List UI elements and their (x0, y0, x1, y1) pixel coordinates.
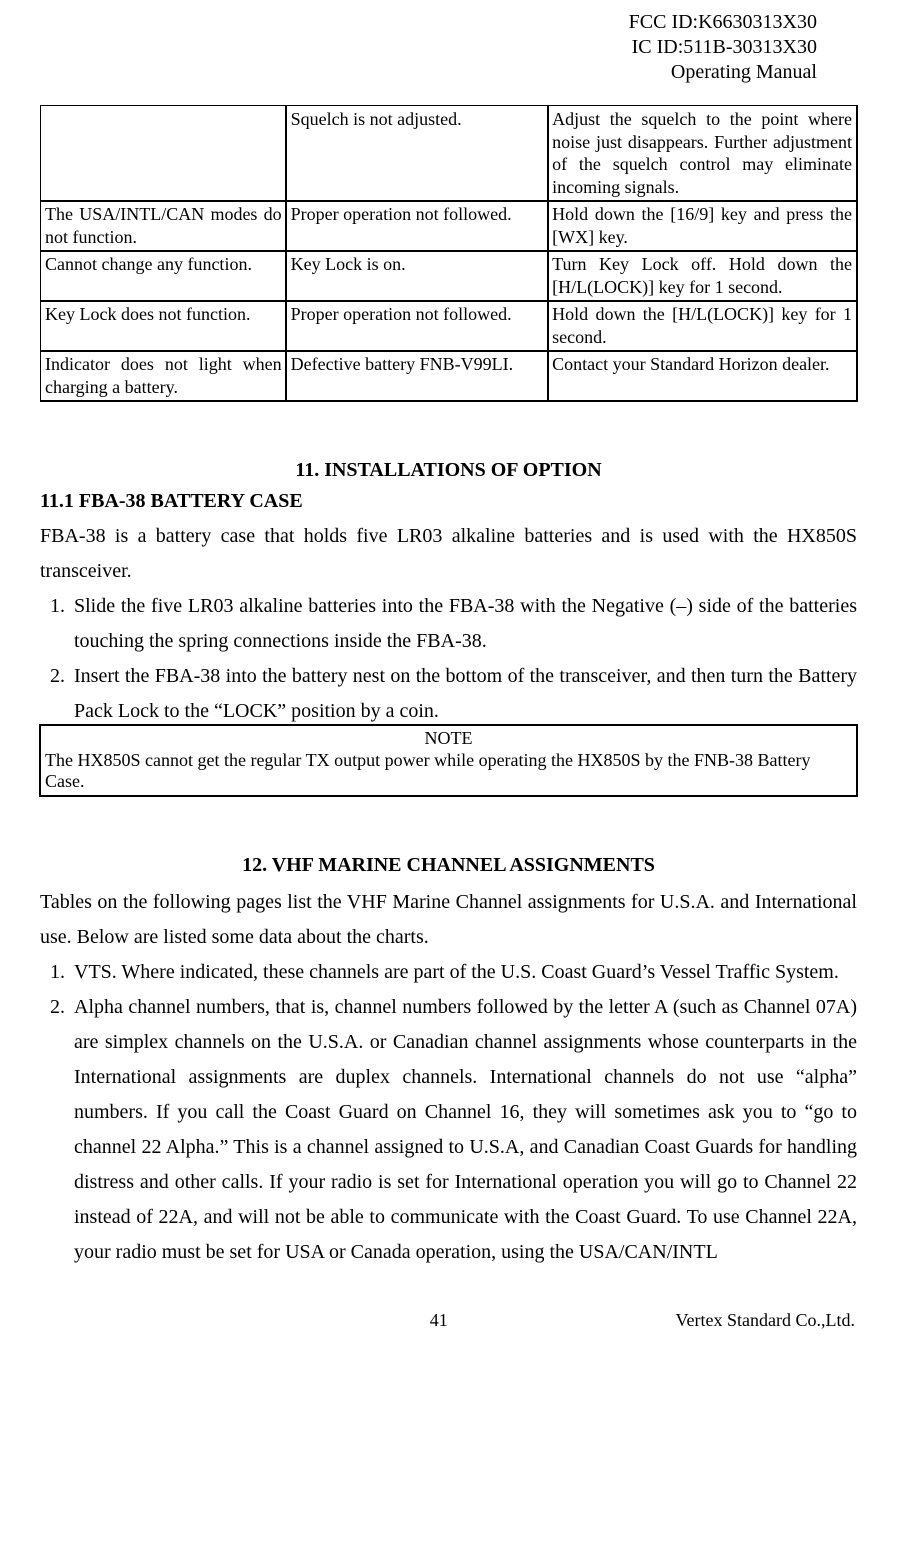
cause-cell: Squelch is not adjusted. (286, 106, 547, 201)
remedy-cell: Hold down the [16/9] key and press the [… (548, 201, 857, 251)
cause-cell: Defective battery FNB-V99LI. (286, 351, 547, 401)
table-row: The USA/INTL/CAN modes do not function.P… (41, 201, 857, 251)
manual-title-line: Operating Manual (40, 60, 817, 85)
table-row: Indicator does not light when charging a… (41, 351, 857, 401)
section-11-intro: FBA-38 is a battery case that holds five… (40, 519, 857, 589)
note-box: NOTE The HX850S cannot get the regular T… (40, 725, 857, 796)
section-11-steps: Slide the five LR03 alkaline batteries i… (40, 589, 857, 729)
page-number: 41 (430, 1310, 448, 1331)
note-body: The HX850S cannot get the regular TX out… (45, 750, 852, 793)
page-footer: 41 Vertex Standard Co.,Ltd. (40, 1310, 857, 1331)
table-row: Cannot change any function.Key Lock is o… (41, 251, 857, 301)
cause-cell: Proper operation not followed. (286, 201, 547, 251)
symptom-cell: Indicator does not light when charging a… (41, 351, 287, 401)
company-name: Vertex Standard Co.,Ltd. (676, 1310, 855, 1331)
list-item: Slide the five LR03 alkaline batteries i… (70, 589, 857, 659)
fcc-id-line: FCC ID:K6630313X30 (40, 10, 817, 35)
section-11-heading: 11. INSTALLATIONS OF OPTION (40, 459, 857, 482)
page-header: FCC ID:K6630313X30 IC ID:511B-30313X30 O… (40, 10, 857, 85)
cause-cell: Key Lock is on. (286, 251, 547, 301)
section-12-intro: Tables on the following pages list the V… (40, 885, 857, 955)
list-item: Insert the FBA-38 into the battery nest … (70, 659, 857, 729)
symptom-cell (41, 106, 287, 201)
note-body-pre: The HX850S cannot get the (45, 750, 250, 770)
document-page: FCC ID:K6630313X30 IC ID:511B-30313X30 O… (0, 0, 897, 1371)
section-12-heading: 12. VHF MARINE CHANNEL ASSIGNMENTS (40, 854, 857, 877)
note-body-em: regular (250, 750, 301, 770)
remedy-cell: Hold down the [H/L(LOCK)] key for 1 seco… (548, 301, 857, 351)
list-item: Alpha channel numbers, that is, channel … (70, 990, 857, 1270)
cause-cell: Proper operation not followed. (286, 301, 547, 351)
list-item: VTS. Where indicated, these channels are… (70, 955, 857, 990)
symptom-cell: Key Lock does not function. (41, 301, 287, 351)
troubleshooting-table: Squelch is not adjusted.Adjust the squel… (40, 105, 857, 401)
table-row: Squelch is not adjusted.Adjust the squel… (41, 106, 857, 201)
table-row: Key Lock does not function.Proper operat… (41, 301, 857, 351)
symptom-cell: The USA/INTL/CAN modes do not function. (41, 201, 287, 251)
symptom-cell: Cannot change any function. (41, 251, 287, 301)
remedy-cell: Adjust the squelch to the point where no… (548, 106, 857, 201)
note-title: NOTE (45, 728, 852, 750)
section-11-1-heading: 11.1 FBA-38 BATTERY CASE (40, 490, 857, 513)
ic-id-line: IC ID:511B-30313X30 (40, 35, 817, 60)
remedy-cell: Turn Key Lock off. Hold down the [H/L(LO… (548, 251, 857, 301)
remedy-cell: Contact your Standard Horizon dealer. (548, 351, 857, 401)
section-12-items: VTS. Where indicated, these channels are… (40, 955, 857, 1270)
